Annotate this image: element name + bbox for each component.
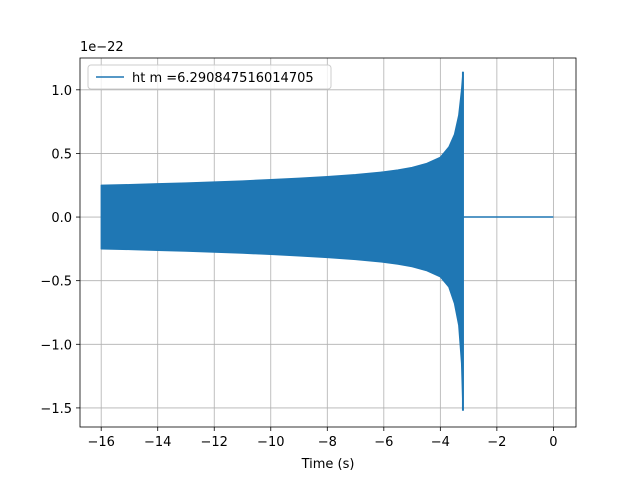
x-tick-label: −6 — [374, 435, 393, 450]
axes-frame — [79, 57, 577, 428]
x-axis-label: Time (s) — [301, 457, 355, 472]
plot-series — [100, 71, 554, 412]
x-tick-label: −10 — [257, 435, 284, 450]
legend-label: ht m =6.290847516014705 — [132, 71, 314, 86]
legend: ht m =6.290847516014705 — [87, 64, 332, 90]
y-tick-label: −0.5 — [40, 275, 72, 290]
x-tick-label: −2 — [487, 435, 506, 450]
x-tick-label: −4 — [431, 435, 450, 450]
waveform-envelope — [100, 71, 464, 412]
x-tick-label: −8 — [318, 435, 337, 450]
y-tick-label: −1.0 — [40, 338, 72, 353]
y-tick-label: 1.0 — [51, 84, 72, 99]
y-tick-label: 0.5 — [51, 147, 72, 162]
x-tick-label: 0 — [549, 435, 557, 450]
x-tick-label: −14 — [144, 435, 171, 450]
y-tick-label: 0.0 — [51, 211, 72, 226]
y-offset-text: 1e−22 — [80, 40, 124, 55]
x-tick-label: −16 — [87, 435, 114, 450]
legend-box — [87, 64, 332, 90]
grid — [80, 58, 576, 427]
ticks: −16 −14 −12 −10 −8 −6 −4 −2 0 −1.5 −1.0 −0.5 0.0 0.5 1… — [40, 84, 557, 450]
y-tick-label: −1.5 — [40, 402, 72, 417]
x-tick-label: −12 — [201, 435, 228, 450]
